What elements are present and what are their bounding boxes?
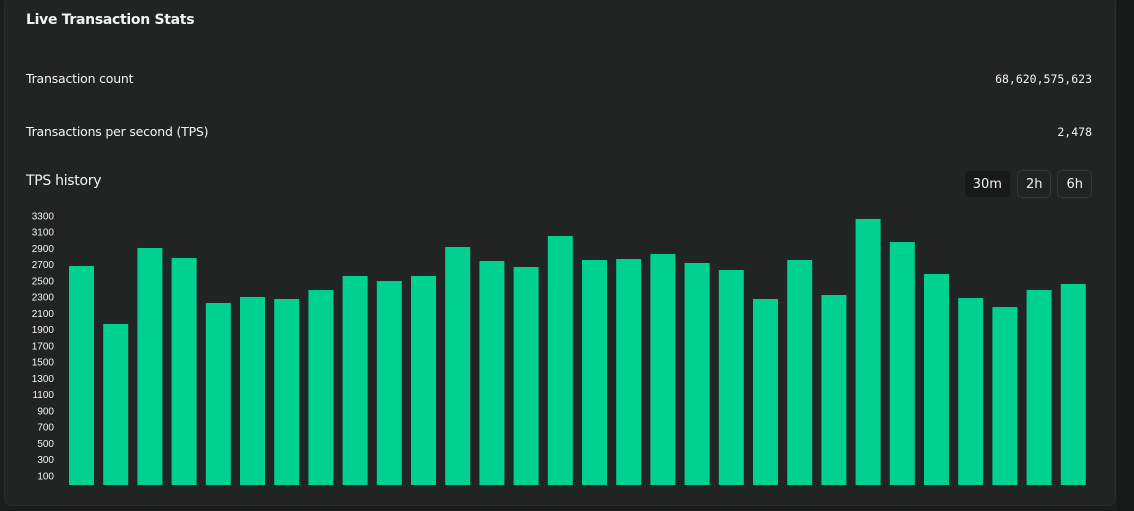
y-tick-label: 900	[37, 406, 54, 417]
tps-bar[interactable]	[889, 242, 915, 485]
y-tick-label: 2700	[32, 260, 55, 271]
y-tick-label: 3300	[32, 211, 55, 222]
tps-bar[interactable]	[342, 276, 368, 485]
transaction-count-value: 68,620,575,623	[995, 72, 1092, 86]
range-button-6h[interactable]: 6h	[1057, 170, 1092, 198]
y-tick-label: 1100	[32, 390, 54, 401]
y-tick-label: 500	[37, 439, 54, 450]
y-tick-label: 1900	[32, 325, 55, 336]
tps-bar[interactable]	[718, 269, 744, 485]
tps-bar[interactable]	[411, 276, 436, 485]
tps-bar[interactable]	[616, 259, 642, 485]
tps-bar[interactable]	[582, 259, 607, 485]
range-button-2h[interactable]: 2h	[1016, 170, 1052, 198]
tps-bar[interactable]	[69, 266, 94, 485]
tps-bar[interactable]	[992, 307, 1018, 485]
y-tick-label: 1300	[32, 374, 55, 385]
tps-value: 2,478	[1057, 125, 1092, 139]
range-selector: 30m 2h 6h	[963, 170, 1092, 198]
tps-bar[interactable]	[650, 253, 676, 485]
tps-bar[interactable]	[958, 298, 984, 485]
side-scroll-area	[1117, 0, 1134, 511]
tps-bar[interactable]	[821, 295, 847, 485]
y-tick-label: 2900	[32, 244, 55, 255]
tps-bar[interactable]	[1060, 283, 1086, 485]
tps-history-title: TPS history	[26, 173, 102, 189]
transaction-count-label: Transaction count	[26, 71, 134, 86]
tps-bar[interactable]	[445, 246, 471, 485]
y-tick-label: 1500	[32, 358, 55, 369]
tps-bar[interactable]	[376, 281, 402, 485]
y-tick-label: 100	[37, 471, 54, 482]
tps-bar[interactable]	[274, 298, 300, 485]
tps-bar[interactable]	[855, 218, 881, 485]
tps-bar[interactable]	[137, 247, 163, 485]
tps-bar[interactable]	[547, 236, 573, 485]
tps-bar[interactable]	[513, 266, 539, 485]
tps-bar[interactable]	[103, 324, 129, 485]
tps-bar[interactable]	[787, 259, 813, 485]
y-tick-label: 1700	[32, 341, 55, 352]
tps-bar[interactable]	[240, 296, 265, 485]
tps-bar[interactable]	[171, 257, 197, 485]
y-tick-label: 3100	[32, 228, 55, 239]
tps-bar[interactable]	[205, 302, 231, 485]
y-tick-label: 300	[37, 455, 54, 466]
tps-bar[interactable]	[924, 273, 949, 485]
tps-bar[interactable]	[1026, 289, 1052, 485]
y-tick-label: 2100	[32, 309, 55, 320]
range-button-30m[interactable]: 30m	[963, 170, 1011, 198]
y-tick-label: 2500	[32, 276, 55, 287]
tps-bar[interactable]	[753, 298, 778, 485]
panel-title: Live Transaction Stats	[26, 12, 195, 28]
y-tick-label: 2300	[32, 293, 55, 304]
y-tick-label: 700	[37, 423, 54, 434]
tps-label: Transactions per second (TPS)	[26, 124, 209, 139]
tps-bar[interactable]	[479, 260, 505, 485]
tps-bar[interactable]	[308, 289, 334, 485]
tps-bar[interactable]	[684, 263, 710, 485]
